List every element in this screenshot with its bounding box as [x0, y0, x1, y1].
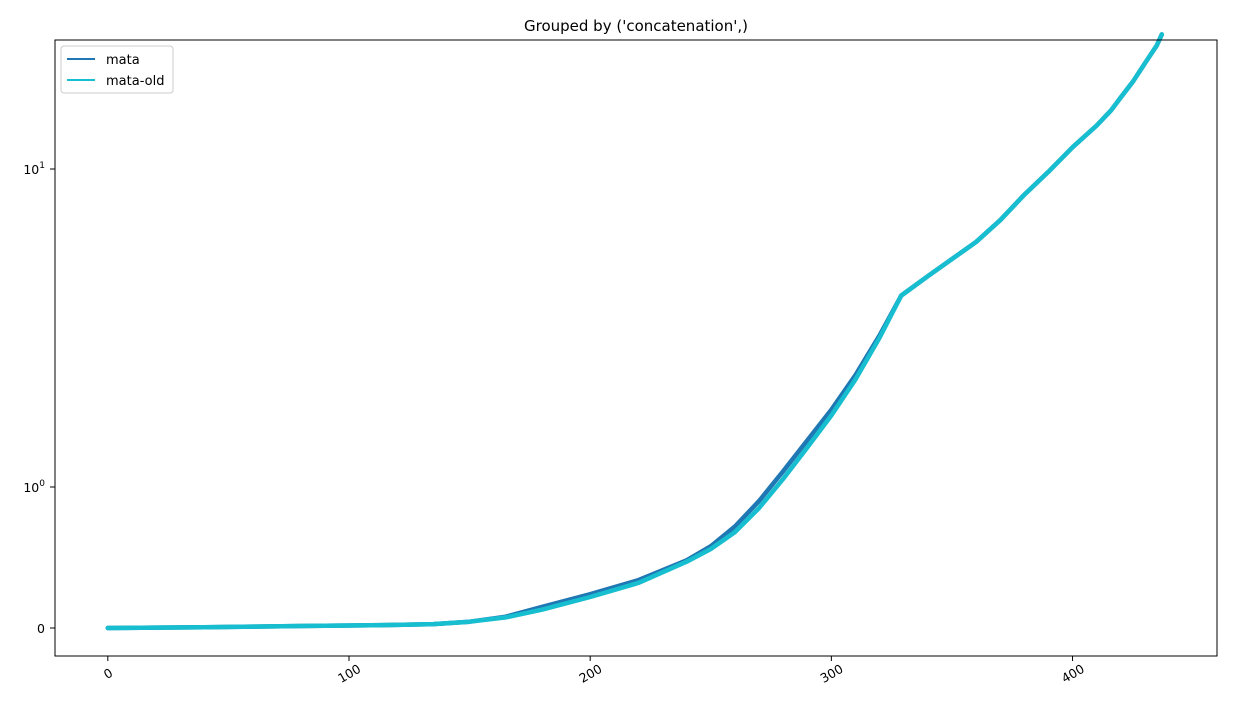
series-line-mata-old: [105, 32, 1165, 631]
x-tick-label: 400: [1059, 661, 1087, 686]
legend: mata mata-old: [60, 45, 174, 94]
plot-frame: [54, 39, 1218, 657]
y-tick-label: 101: [23, 161, 45, 177]
y-tick-exponent: 1: [39, 161, 45, 171]
series-line-mata: [105, 32, 1165, 631]
x-tick-label: 100: [335, 661, 363, 686]
chart-title: Grouped by ('concatenation',): [524, 17, 748, 35]
legend-label-mata: mata: [106, 53, 140, 68]
y-tick-label: 100: [23, 479, 45, 495]
y-tick-label: 0: [37, 621, 45, 636]
x-tick-label: 200: [576, 661, 604, 686]
x-tick-label: 0: [101, 665, 115, 682]
x-axis: 0 100 200 300 400: [101, 656, 1087, 686]
legend-label-mata-old: mata-old: [106, 74, 164, 89]
legend-box: [60, 45, 174, 94]
x-tick-label: 300: [818, 661, 846, 686]
y-tick-exponent: 0: [39, 479, 45, 489]
series-layer: [105, 32, 1165, 631]
